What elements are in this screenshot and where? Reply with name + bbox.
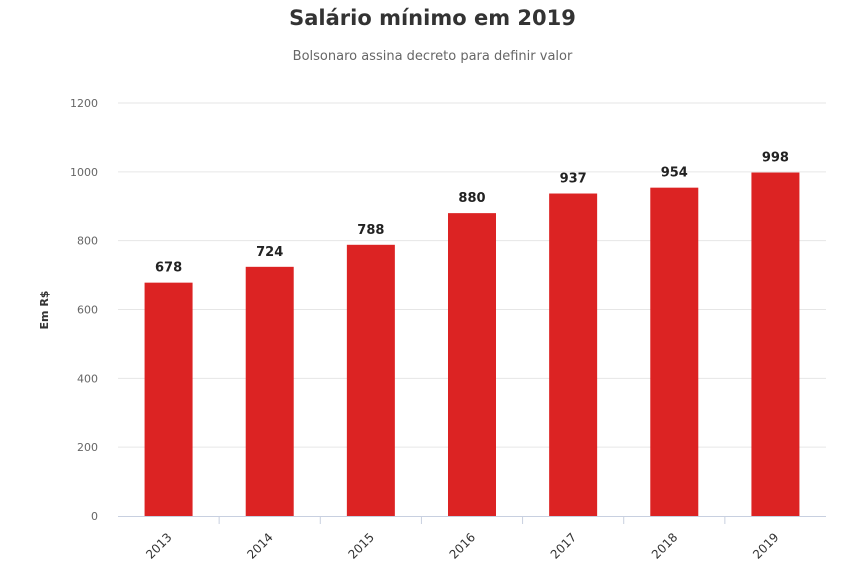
y-axis-ticks: 0 200 400 600 800 1000 1200 bbox=[70, 97, 98, 523]
bar-2018 bbox=[650, 187, 699, 517]
bar-2019 bbox=[751, 172, 800, 516]
x-tick-label-2016: 2016 bbox=[447, 530, 478, 561]
data-label-2017: 937 bbox=[560, 172, 587, 187]
chart-subtitle: Bolsonaro assina decreto para definir va… bbox=[292, 49, 573, 64]
data-label-2014: 724 bbox=[256, 245, 283, 260]
y-tick-label: 0 bbox=[91, 510, 98, 523]
y-tick-label: 400 bbox=[77, 372, 98, 385]
x-tick-label-2017: 2017 bbox=[548, 530, 579, 561]
bar-2015 bbox=[346, 244, 395, 516]
chart-title: Salário mínimo em 2019 bbox=[289, 6, 576, 30]
bar-2016 bbox=[448, 213, 496, 516]
x-axis: 2013 2014 2015 2016 2017 2018 2019 bbox=[118, 516, 826, 562]
data-label-2015: 788 bbox=[357, 223, 384, 238]
bar-2013 bbox=[144, 282, 193, 516]
y-tick-label: 200 bbox=[77, 441, 98, 454]
data-labels: 678 724 788 880 937 954 998 bbox=[155, 151, 789, 276]
y-tick-label: 800 bbox=[77, 235, 98, 248]
data-label-2013: 678 bbox=[155, 261, 182, 276]
bar-2017 bbox=[549, 193, 598, 516]
y-tick-label: 1200 bbox=[70, 97, 98, 110]
x-tick-label-2013: 2013 bbox=[143, 530, 174, 561]
y-axis-label: Em R$ bbox=[38, 291, 51, 330]
data-label-2019: 998 bbox=[762, 151, 789, 166]
x-tick-label-2018: 2018 bbox=[649, 530, 680, 561]
x-tick-label-2014: 2014 bbox=[244, 530, 275, 561]
bar-2014 bbox=[245, 266, 294, 516]
y-tick-label: 1000 bbox=[70, 166, 98, 179]
y-tick-label: 600 bbox=[77, 304, 98, 317]
bars bbox=[144, 172, 800, 517]
data-label-2018: 954 bbox=[661, 166, 688, 181]
x-tick-label-2015: 2015 bbox=[345, 530, 376, 561]
x-tick-label-2019: 2019 bbox=[750, 530, 781, 561]
data-label-2016: 880 bbox=[458, 191, 485, 206]
